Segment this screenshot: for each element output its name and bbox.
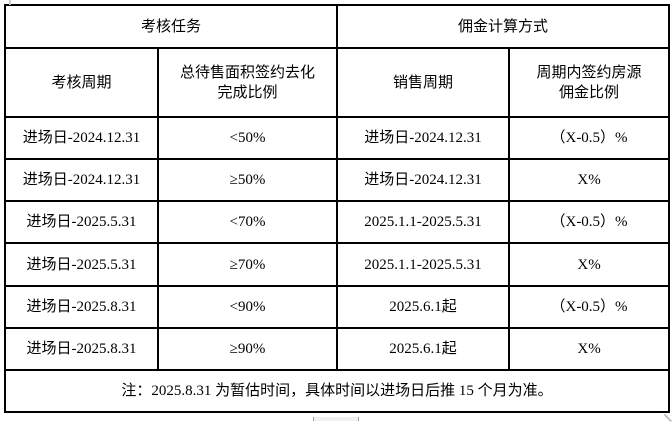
table-row: 进场日-2025.8.31 ≥90% 2025.6.1起 X% (4, 326, 671, 372)
commission-assessment-table: 考核任务 佣金计算方式 考核周期 总待售面积签约去化 完成比例 销售周期 周期内… (3, 4, 671, 413)
cell-completion-ratio: <90% (156, 284, 339, 329)
cell-sales-period: 2025.6.1起 (336, 326, 511, 372)
table-row: 进场日-2025.5.31 <70% 2025.1.1-2025.5.31 （X… (4, 200, 671, 245)
cell-commission-rate: （X-0.5）% (508, 115, 671, 161)
cell-completion-ratio: ≥50% (156, 158, 339, 203)
scrollbar-thumb-artifact[interactable] (313, 417, 359, 421)
column-header-sales-period: 销售周期 (336, 47, 511, 118)
cell-sales-period: 进场日-2024.12.31 (336, 158, 511, 203)
cell-commission-rate: （X-0.5）% (508, 200, 671, 245)
edge-tick-artifact (9, 0, 11, 5)
table-column-header-row: 考核周期 总待售面积签约去化 完成比例 销售周期 周期内签约房源 佣金比例 (4, 47, 671, 118)
cell-sales-period: 2025.1.1-2025.5.31 (336, 242, 511, 287)
cell-assessment-period: 进场日-2024.12.31 (4, 158, 159, 203)
table-row: 进场日-2024.12.31 <50% 进场日-2024.12.31 （X-0.… (4, 115, 671, 161)
group-header-assessment-task: 考核任务 (3, 4, 339, 49)
cell-completion-ratio: <50% (156, 115, 339, 161)
table-note-row: 注：2025.8.31 为暂估时间，具体时间以进场日后推 15 个月为准。 (3, 369, 671, 413)
cell-commission-rate: X% (508, 158, 671, 203)
cell-commission-rate: （X-0.5）% (508, 284, 671, 329)
group-header-commission-method: 佣金计算方式 (336, 4, 671, 49)
column-header-signing-completion-ratio: 总待售面积签约去化 完成比例 (156, 47, 339, 118)
table-group-header-row: 考核任务 佣金计算方式 (3, 4, 671, 49)
cell-assessment-period: 进场日-2024.12.31 (4, 115, 159, 161)
cell-sales-period: 2025.1.1-2025.5.31 (336, 200, 511, 245)
resize-grip-artifact (663, 413, 672, 422)
table-footnote: 注：2025.8.31 为暂估时间，具体时间以进场日后推 15 个月为准。 (3, 369, 671, 413)
cell-completion-ratio: ≥70% (156, 242, 339, 287)
cell-assessment-period: 进场日-2025.5.31 (4, 242, 159, 287)
table-row: 进场日-2025.5.31 ≥70% 2025.1.1-2025.5.31 X% (4, 242, 671, 287)
cell-completion-ratio: ≥90% (156, 326, 339, 372)
column-header-commission-rate: 周期内签约房源 佣金比例 (508, 47, 671, 118)
cell-commission-rate: X% (508, 326, 671, 372)
column-header-assessment-period: 考核周期 (4, 47, 159, 118)
cell-sales-period: 2025.6.1起 (336, 284, 511, 329)
cell-completion-ratio: <70% (156, 200, 339, 245)
cell-commission-rate: X% (508, 242, 671, 287)
table-row: 进场日-2024.12.31 ≥50% 进场日-2024.12.31 X% (4, 158, 671, 203)
cell-sales-period: 进场日-2024.12.31 (336, 115, 511, 161)
cell-assessment-period: 进场日-2025.8.31 (4, 326, 159, 372)
cell-assessment-period: 进场日-2025.8.31 (4, 284, 159, 329)
table-row: 进场日-2025.8.31 <90% 2025.6.1起 （X-0.5）% (4, 284, 671, 329)
cell-assessment-period: 进场日-2025.5.31 (4, 200, 159, 245)
